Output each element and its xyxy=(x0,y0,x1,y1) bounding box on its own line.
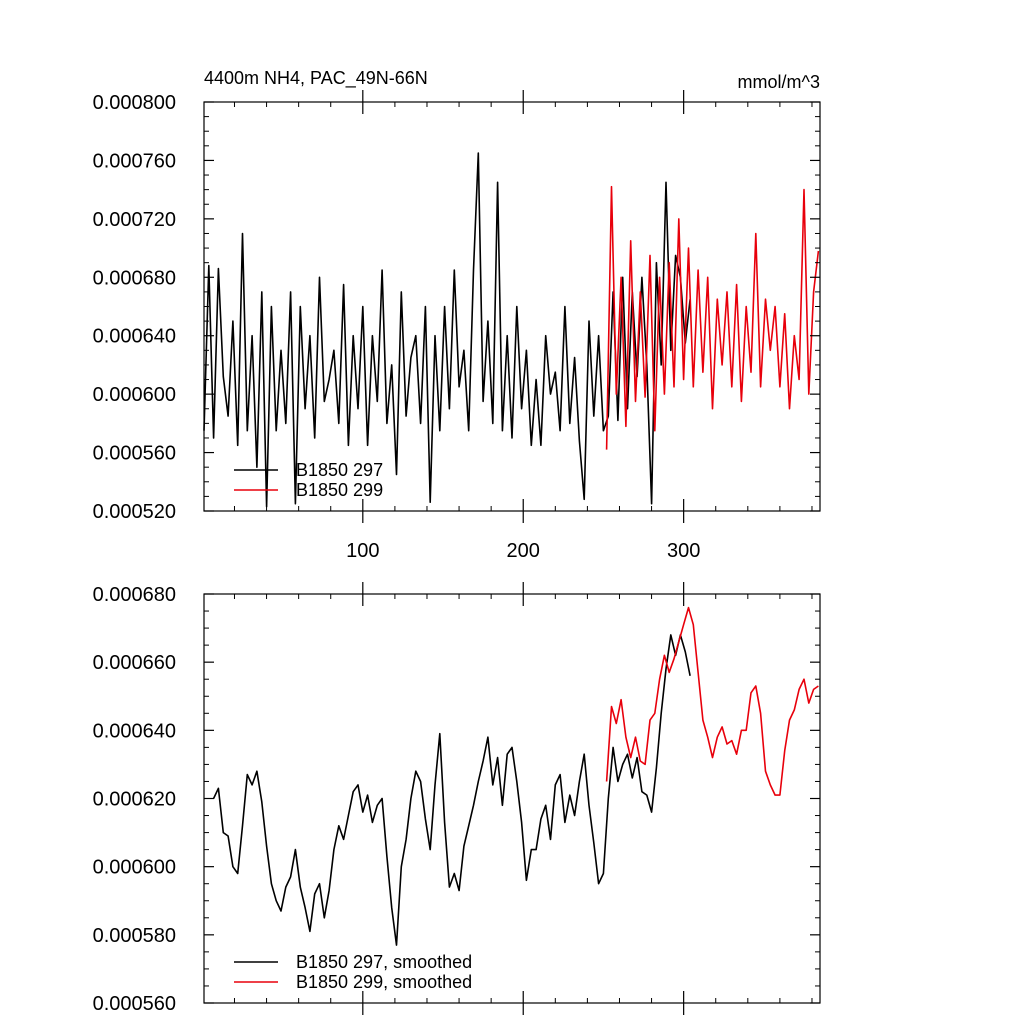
legend-label: B1850 297, smoothed xyxy=(296,952,472,972)
legend-label: B1850 299, smoothed xyxy=(296,972,472,992)
y-tick-label: 0.000520 xyxy=(93,501,176,523)
y-tick-label: 0.000640 xyxy=(93,326,176,348)
y-tick-label: 0.000600 xyxy=(93,857,176,879)
series-line-b1850-297 xyxy=(203,152,691,508)
y-tick-label: 0.000640 xyxy=(93,720,176,742)
y-tick-label: 0.000560 xyxy=(93,993,176,1015)
y-tick-label: 0.000600 xyxy=(93,384,176,406)
legend-label: B1850 299 xyxy=(296,480,383,500)
y-tick-label: 0.000580 xyxy=(93,925,176,947)
series-line-b1850-299-smoothed xyxy=(605,606,819,796)
y-tick-label: 0.000800 xyxy=(93,92,176,114)
y-tick-label: 0.000620 xyxy=(93,789,176,811)
legend-label: B1850 297 xyxy=(296,460,383,480)
top-chart-title: 4400m NH4, PAC_49N-66N xyxy=(204,68,428,89)
y-tick-label: 0.000680 xyxy=(93,584,176,606)
y-tick-label: 0.000660 xyxy=(93,652,176,674)
series-line-b1850-297-smoothed xyxy=(212,634,691,946)
series-line-b1850-299 xyxy=(605,185,820,450)
y-tick-label: 0.000680 xyxy=(93,267,176,289)
bottom-chart-panel: 0.000560 0.000580 0.000600 0.000620 0.000640… xyxy=(93,582,821,1015)
y-tick-label: 0.000720 xyxy=(93,209,176,231)
x-tick-label: 300 xyxy=(667,540,700,562)
top-chart-panel: 4400m NH4, PAC_49N-66N mmol/m^3 0.000520… xyxy=(93,68,821,562)
y-tick-label: 0.000560 xyxy=(93,443,176,465)
x-tick-label: 100 xyxy=(346,540,379,562)
x-tick-label: 200 xyxy=(507,540,540,562)
y-tick-label: 0.000760 xyxy=(93,150,176,172)
top-chart-units: mmol/m^3 xyxy=(738,72,820,92)
